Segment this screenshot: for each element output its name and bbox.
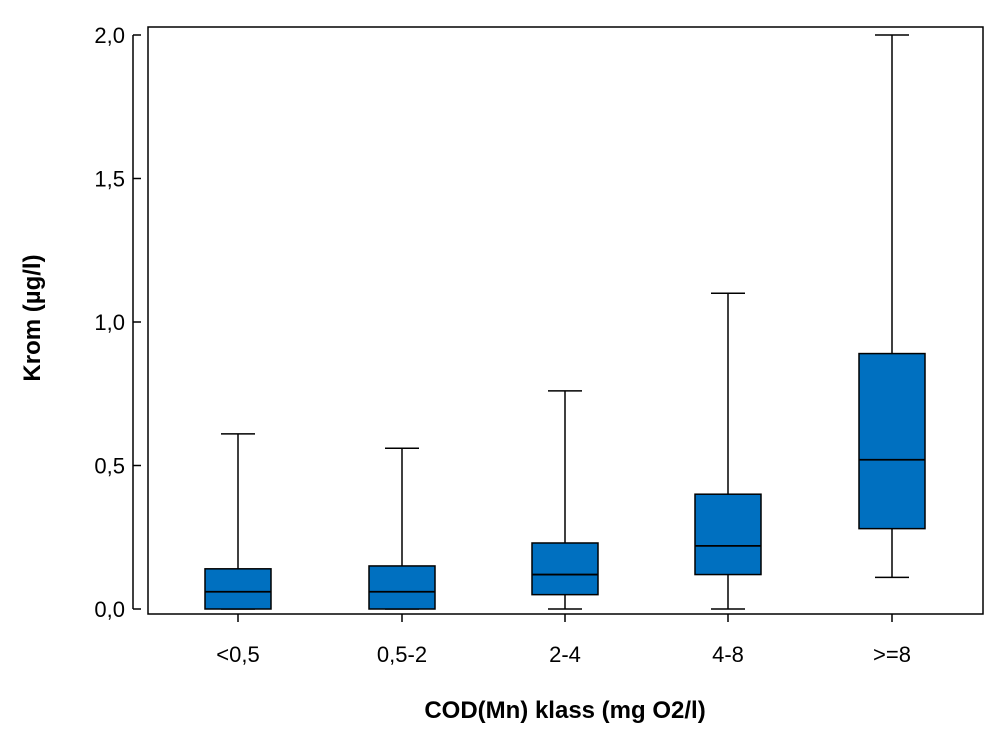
box-group	[531, 390, 599, 610]
iqr-box	[531, 542, 599, 596]
y-tick-label: 0,5	[94, 454, 125, 479]
box-group	[204, 433, 272, 610]
x-tick-label: 0,5-2	[377, 642, 427, 667]
iqr-box	[858, 352, 926, 530]
box-group	[858, 34, 926, 579]
y-tick-label: 0,0	[94, 597, 125, 622]
y-tick-label: 2,0	[94, 23, 125, 48]
box-series	[204, 34, 926, 610]
iqr-box	[204, 568, 272, 610]
iqr-box	[368, 565, 436, 610]
box-group	[368, 447, 436, 610]
x-tick-label: 4-8	[712, 642, 744, 667]
x-tick-label: <0,5	[216, 642, 259, 667]
y-tick-label: 1,5	[94, 167, 125, 192]
x-axis-title: COD(Mn) klass (mg O2/l)	[424, 697, 705, 724]
y-tick-label: 1,0	[94, 310, 125, 335]
y-axis: 0,0 0,5 1,0 1,5 2,0	[94, 23, 141, 622]
x-tick-label: 2-4	[549, 642, 581, 667]
x-tick-label: >=8	[873, 642, 911, 667]
box-group	[694, 292, 762, 610]
x-axis: <0,5 0,5-2 2-4 4-8 >=8	[216, 614, 911, 667]
iqr-box	[694, 493, 762, 576]
y-axis-title: Krom (µg/l)	[19, 254, 46, 381]
